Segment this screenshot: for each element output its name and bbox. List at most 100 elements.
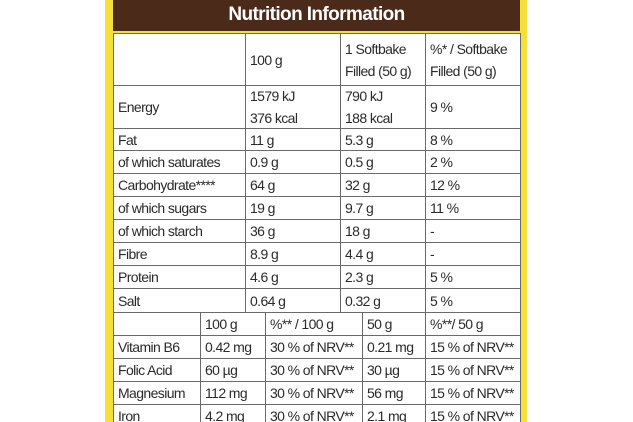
cell-text: 112 mg xyxy=(205,385,248,401)
table-cell: %**/ 50 g xyxy=(425,312,521,336)
table-cell: 1 Softbake Filled (50 g) xyxy=(340,33,426,86)
cell-text: of which saturates xyxy=(118,154,221,170)
table-cell: 0.42 mg xyxy=(200,335,266,359)
table-cell: Salt xyxy=(113,288,246,313)
cell-text: 8.9 g xyxy=(250,246,279,262)
cell-text: 0.32 g xyxy=(345,292,381,309)
cell-text: 30 % of NRV** xyxy=(270,339,354,355)
cell-text: Filled (50 g) xyxy=(345,62,412,79)
cell-text: 15 % of NRV** xyxy=(430,408,514,422)
table-cell: 30 µg xyxy=(362,358,426,382)
table-cell: 60 µg xyxy=(200,358,266,382)
table-cell: - xyxy=(425,242,521,266)
table-cell: 18 g xyxy=(340,219,426,243)
cell-text: 9 % xyxy=(430,99,453,115)
table-cell: 8 % xyxy=(425,128,521,151)
table-cell: Fibre xyxy=(113,242,246,266)
table-cell: 64 g xyxy=(245,173,341,197)
table-cell: 5 % xyxy=(425,265,521,289)
table-cell: 19 g xyxy=(245,196,341,220)
cell-text: 30 % of NRV** xyxy=(270,408,354,422)
table-cell: 2 % xyxy=(425,150,521,174)
cell-text: Vitamin B6 xyxy=(118,339,180,355)
table-cell: 9 % xyxy=(425,85,521,129)
cell-text: 9.7 g xyxy=(345,200,374,216)
table-cell: 5 % xyxy=(425,288,521,313)
table-cell: 30 % of NRV** xyxy=(265,358,363,382)
cell-text: 100 g xyxy=(250,51,283,68)
cell-text: 12 % xyxy=(430,177,460,193)
cell-text: - xyxy=(430,246,435,262)
table-cell: Protein xyxy=(113,265,246,289)
cell-text: 15 % of NRV** xyxy=(430,362,514,378)
table-cell: 5.3 g xyxy=(340,128,426,151)
cell-text: 4.6 g xyxy=(250,269,279,285)
table-cell: %* / Softbake Filled (50 g) xyxy=(425,33,521,86)
cell-text: 19 g xyxy=(250,200,275,216)
table-cell: 32 g xyxy=(340,173,426,197)
cell-text: 2 % xyxy=(430,154,453,170)
cell-text: 4.2 mg xyxy=(205,408,245,422)
cell-text: Fibre xyxy=(118,246,148,262)
table-cell xyxy=(113,33,246,86)
cell-text: 1 Softbake xyxy=(345,40,407,57)
table-cell: 15 % of NRV** xyxy=(425,381,521,405)
cell-text: 32 g xyxy=(345,177,370,193)
table-cell: Energy xyxy=(113,85,246,129)
table-cell: 15 % of NRV** xyxy=(425,335,521,359)
table-cell: 100 g xyxy=(200,312,266,336)
cell-text: %** / 100 g xyxy=(270,316,334,332)
cell-text: 30 % of NRV** xyxy=(270,362,354,378)
table-cell: 56 mg xyxy=(362,381,426,405)
cell-text: 50 g xyxy=(367,316,392,332)
table-cell: 4.4 g xyxy=(340,242,426,266)
cell-text: Salt xyxy=(118,292,140,309)
cell-text: Energy xyxy=(118,99,159,115)
table-cell: of which saturates xyxy=(113,150,246,174)
cell-text: 100 g xyxy=(205,316,238,332)
cell-text: 0.5 g xyxy=(345,154,374,170)
cell-text: of which sugars xyxy=(118,200,207,216)
cell-text: 15 % of NRV** xyxy=(430,385,514,401)
cell-text: 790 kJ xyxy=(345,88,383,104)
cell-text: Magnesium xyxy=(118,385,186,401)
cell-text: 36 g xyxy=(250,223,275,239)
table-cell: Folic Acid xyxy=(113,358,201,382)
cell-text: 15 % of NRV** xyxy=(430,339,514,355)
cell-text: 18 g xyxy=(345,223,370,239)
table-cell: 8.9 g xyxy=(245,242,341,266)
table-cell: 11 % xyxy=(425,196,521,220)
table-cell: Iron xyxy=(113,404,201,422)
table-cell: 11 g xyxy=(245,128,341,151)
table-cell: 0.21 mg xyxy=(362,335,426,359)
cell-text: 1579 kJ xyxy=(250,88,295,104)
cell-text: 376 kcal xyxy=(250,110,298,126)
table-cell: 4.6 g xyxy=(245,265,341,289)
cell-text: Folic Acid xyxy=(118,362,173,378)
table-cell: 4.2 mg xyxy=(200,404,266,422)
table-cell: 100 g xyxy=(245,33,341,86)
cell-text: 2.1 mg xyxy=(367,408,407,422)
cell-text: 188 kcal xyxy=(345,110,393,126)
cell-text: 11 g xyxy=(250,131,274,148)
cell-text: Protein xyxy=(118,269,159,285)
title-bar: Nutrition Information xyxy=(113,0,520,31)
cell-text: 60 µg xyxy=(205,362,238,378)
cell-text: 0.21 mg xyxy=(367,339,414,355)
table-cell: 30 % of NRV** xyxy=(265,335,363,359)
table-cell: 112 mg xyxy=(200,381,266,405)
table-cell: 30 % of NRV** xyxy=(265,404,363,422)
cell-text: 4.4 g xyxy=(345,246,374,262)
cell-text: Iron xyxy=(118,408,140,422)
cell-text: 30 % of NRV** xyxy=(270,385,354,401)
table-cell: - xyxy=(425,219,521,243)
cell-text: 64 g xyxy=(250,177,275,193)
cell-text: Carbohydrate**** xyxy=(118,177,216,193)
cell-text: 0.64 g xyxy=(250,292,286,309)
cell-text: 2.3 g xyxy=(345,269,374,285)
table-cell: 50 g xyxy=(362,312,426,336)
table-cell: 0.9 g xyxy=(245,150,341,174)
table-cell: Magnesium xyxy=(113,381,201,405)
table-cell: Fat xyxy=(113,128,246,151)
